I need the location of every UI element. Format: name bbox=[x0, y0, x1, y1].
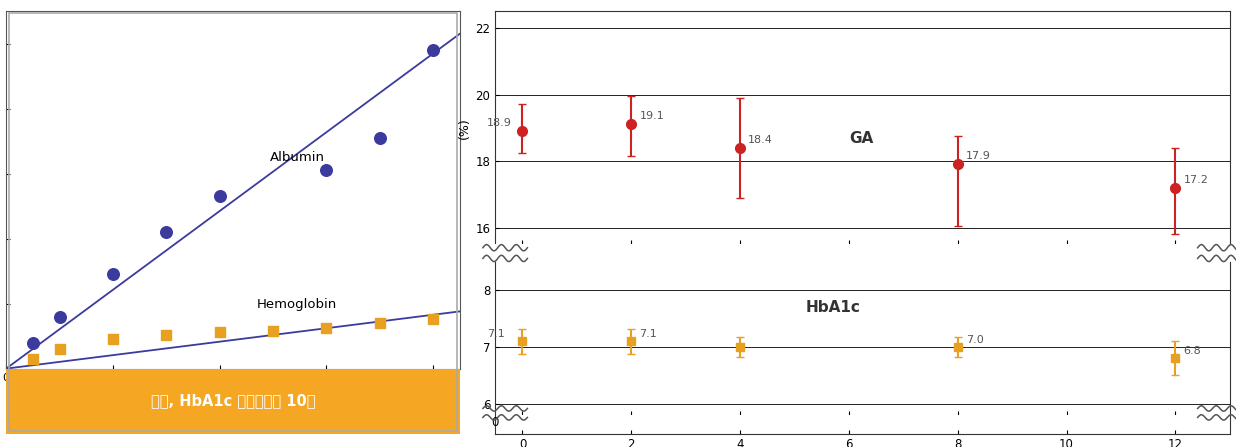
Text: HbA1c: HbA1c bbox=[806, 299, 860, 315]
Point bbox=[156, 228, 176, 236]
Point bbox=[23, 339, 43, 346]
Text: Albumin: Albumin bbox=[271, 151, 325, 164]
Point bbox=[370, 320, 389, 327]
Text: 17.2: 17.2 bbox=[1184, 175, 1209, 185]
Text: 7.1: 7.1 bbox=[639, 329, 658, 339]
Text: 17.9: 17.9 bbox=[965, 152, 991, 161]
Point bbox=[210, 328, 230, 335]
Point bbox=[210, 193, 230, 200]
Text: 7.0: 7.0 bbox=[965, 335, 984, 345]
Point bbox=[423, 46, 442, 54]
Point bbox=[316, 167, 336, 174]
Point bbox=[263, 327, 283, 334]
Text: Hemoglobin: Hemoglobin bbox=[257, 298, 337, 311]
Point bbox=[156, 331, 176, 338]
Point bbox=[316, 324, 336, 331]
Point bbox=[103, 271, 122, 278]
Point bbox=[423, 315, 442, 322]
Text: GA: GA bbox=[849, 131, 873, 146]
Text: 19.1: 19.1 bbox=[639, 111, 664, 122]
Point bbox=[49, 313, 69, 320]
X-axis label: TIME (DAYS): TIME (DAYS) bbox=[192, 386, 273, 399]
Point bbox=[23, 355, 43, 363]
Text: 6.8: 6.8 bbox=[1184, 346, 1201, 356]
Text: 대략, HbA1c 결합비율의 10배: 대략, HbA1c 결합비율의 10배 bbox=[151, 394, 315, 409]
Text: 7.1: 7.1 bbox=[487, 329, 504, 339]
Text: 18.4: 18.4 bbox=[748, 135, 774, 145]
Text: 18.9: 18.9 bbox=[487, 118, 512, 128]
Y-axis label: (%): (%) bbox=[459, 117, 471, 139]
Point bbox=[370, 135, 389, 142]
Text: 0: 0 bbox=[492, 416, 499, 429]
Point bbox=[103, 335, 122, 342]
Point bbox=[49, 346, 69, 353]
